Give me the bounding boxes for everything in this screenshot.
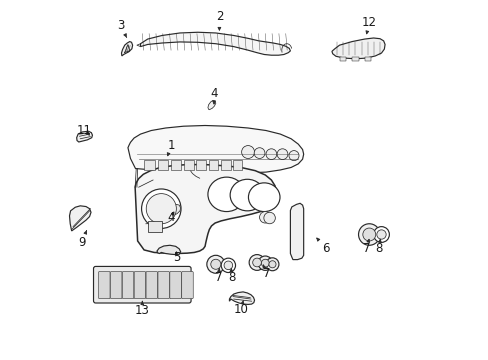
Text: 3: 3: [117, 19, 126, 37]
Text: 6: 6: [316, 238, 328, 255]
Ellipse shape: [230, 179, 264, 211]
Polygon shape: [77, 131, 92, 142]
Bar: [158, 160, 167, 170]
FancyBboxPatch shape: [93, 266, 191, 303]
Polygon shape: [69, 206, 91, 231]
Polygon shape: [169, 204, 180, 216]
FancyBboxPatch shape: [146, 271, 157, 299]
Circle shape: [358, 224, 379, 245]
Circle shape: [252, 258, 261, 267]
Circle shape: [376, 230, 386, 239]
Text: 11: 11: [77, 124, 92, 137]
Bar: [147, 221, 162, 232]
Circle shape: [142, 189, 181, 228]
Text: 7: 7: [262, 265, 269, 280]
Text: 13: 13: [135, 301, 149, 318]
Circle shape: [261, 259, 269, 267]
Circle shape: [265, 258, 278, 271]
Text: 2: 2: [215, 10, 223, 30]
Polygon shape: [290, 203, 303, 260]
Text: 4: 4: [210, 87, 217, 104]
Bar: [339, 57, 346, 61]
Text: 5: 5: [172, 251, 180, 264]
Circle shape: [206, 255, 224, 273]
Polygon shape: [207, 100, 215, 110]
Circle shape: [362, 228, 375, 241]
Text: 12: 12: [361, 17, 376, 34]
FancyBboxPatch shape: [99, 271, 110, 299]
Circle shape: [241, 145, 254, 158]
Text: 7: 7: [362, 239, 369, 255]
FancyBboxPatch shape: [122, 271, 134, 299]
Text: 7: 7: [214, 268, 222, 284]
Circle shape: [146, 194, 176, 224]
Text: 8: 8: [227, 268, 235, 284]
Polygon shape: [331, 38, 384, 59]
Circle shape: [224, 261, 232, 270]
Circle shape: [249, 255, 264, 270]
Circle shape: [254, 148, 264, 158]
Text: 10: 10: [233, 301, 248, 316]
Circle shape: [268, 261, 275, 268]
FancyBboxPatch shape: [158, 271, 169, 299]
Polygon shape: [121, 41, 132, 56]
FancyBboxPatch shape: [134, 271, 145, 299]
Bar: [351, 57, 358, 61]
Bar: [144, 160, 155, 170]
Ellipse shape: [248, 183, 280, 212]
Bar: [364, 57, 370, 61]
Circle shape: [221, 258, 235, 273]
Polygon shape: [128, 126, 303, 173]
Bar: [233, 160, 242, 170]
Bar: [221, 160, 230, 170]
Bar: [196, 160, 206, 170]
Text: 1: 1: [167, 139, 174, 156]
Circle shape: [210, 259, 221, 269]
Text: 8: 8: [374, 239, 382, 255]
Ellipse shape: [207, 177, 244, 212]
Circle shape: [288, 150, 298, 161]
Circle shape: [373, 226, 388, 242]
Bar: [171, 160, 181, 170]
Text: 9: 9: [78, 231, 86, 249]
Polygon shape: [135, 165, 276, 253]
Circle shape: [264, 212, 275, 224]
FancyBboxPatch shape: [110, 271, 122, 299]
Circle shape: [259, 212, 270, 223]
Polygon shape: [157, 245, 180, 255]
Polygon shape: [229, 292, 254, 305]
Polygon shape: [140, 32, 290, 55]
FancyBboxPatch shape: [182, 271, 193, 299]
Bar: [183, 160, 193, 170]
Text: 4: 4: [167, 211, 174, 224]
FancyBboxPatch shape: [169, 271, 181, 299]
Circle shape: [277, 149, 287, 159]
Circle shape: [265, 149, 276, 159]
Bar: [208, 160, 218, 170]
Circle shape: [258, 256, 272, 270]
